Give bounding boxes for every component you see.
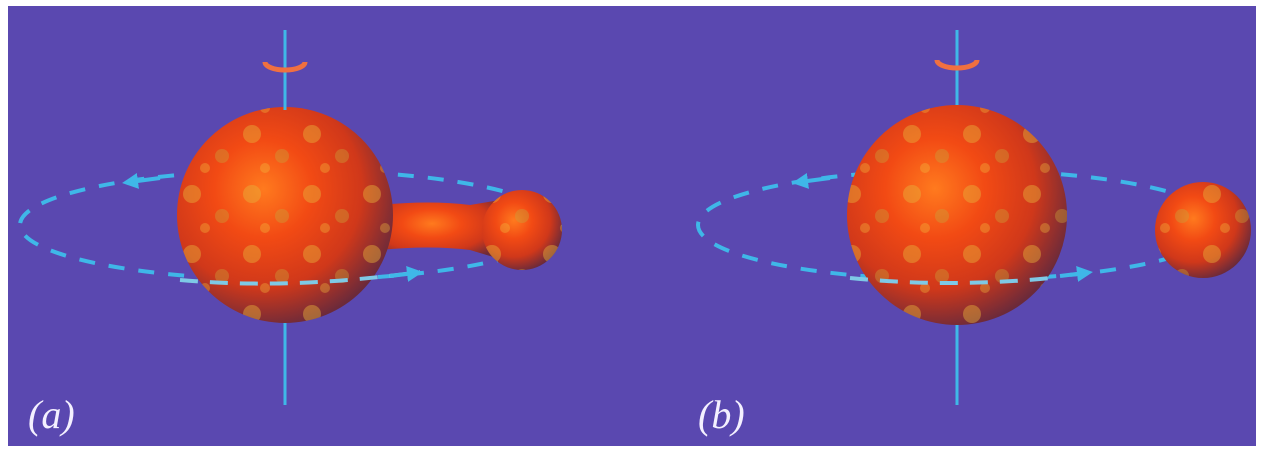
large-body-texture: [847, 105, 1067, 325]
panel-label: (b): [698, 392, 745, 437]
small-body-texture: [482, 190, 562, 270]
small-body-texture: [1155, 182, 1251, 278]
illustration: (a) (b): [0, 0, 1264, 453]
large-body-texture: [177, 107, 393, 323]
panel-label: (a): [28, 392, 75, 437]
